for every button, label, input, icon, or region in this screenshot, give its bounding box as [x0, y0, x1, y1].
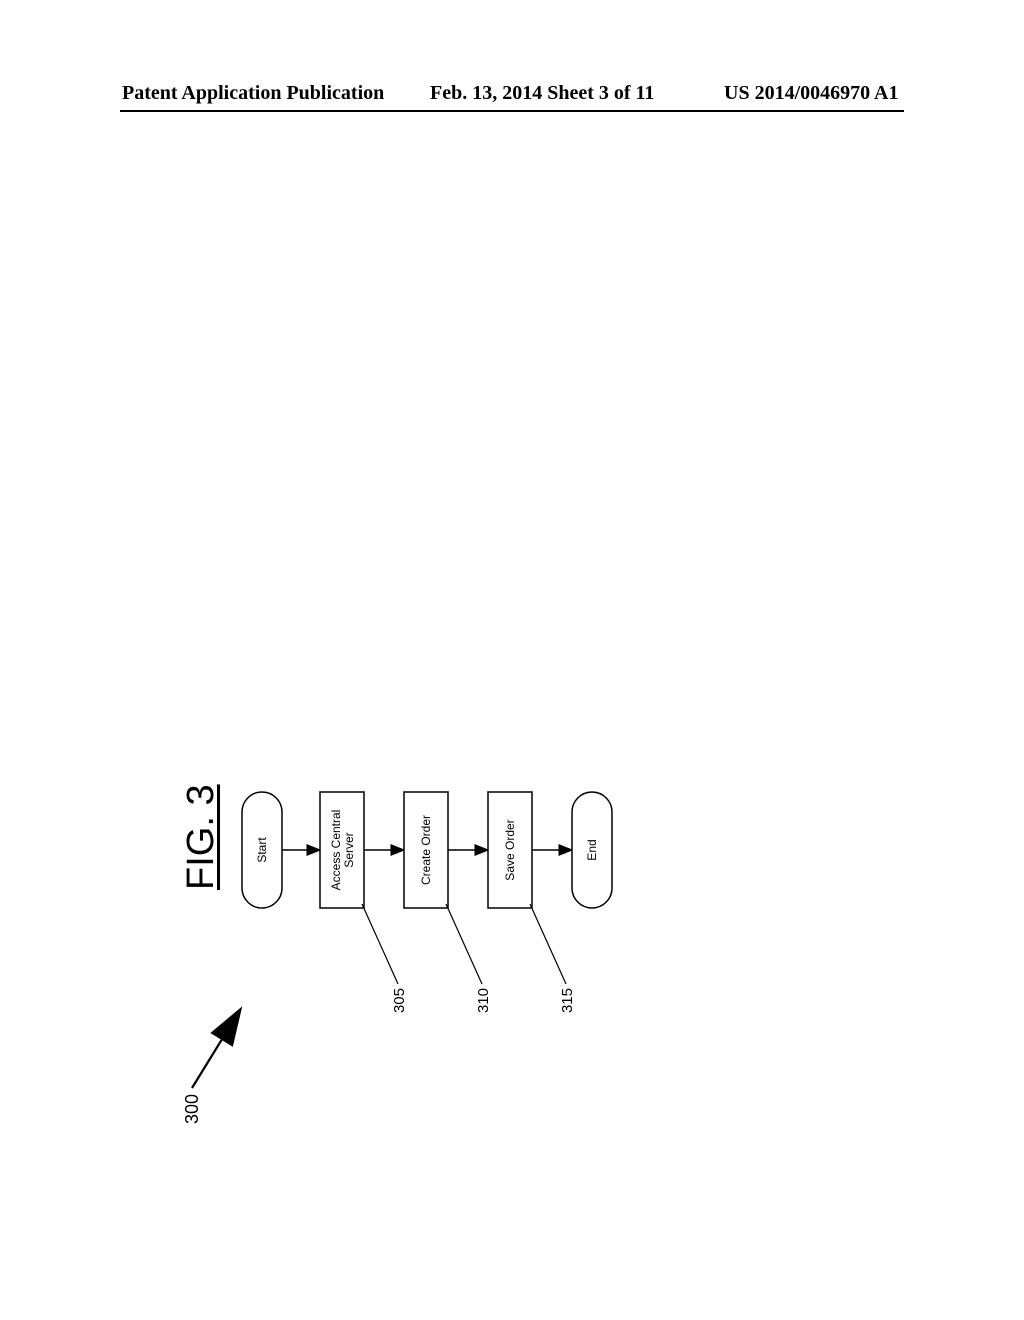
ref-label-305: 305 — [391, 988, 408, 1013]
ref-leader-315 — [530, 904, 566, 984]
page: Patent Application Publication Feb. 13, … — [0, 0, 1024, 1320]
ref-leader-310 — [446, 904, 482, 984]
header-left: Patent Application Publication — [122, 82, 384, 105]
ref-label-315: 315 — [559, 988, 576, 1013]
flowchart-svg: StartAccess CentralServer305Create Order… — [162, 450, 722, 1150]
node-label-start: Start — [255, 837, 269, 863]
ref-label-310: 310 — [475, 988, 492, 1013]
ref-leader-305 — [362, 904, 398, 984]
node-label-n315: Save Order — [503, 819, 517, 880]
node-label-end: End — [585, 839, 599, 860]
node-label-n310: Create Order — [419, 815, 433, 885]
ref-300-arrow — [192, 1010, 240, 1088]
